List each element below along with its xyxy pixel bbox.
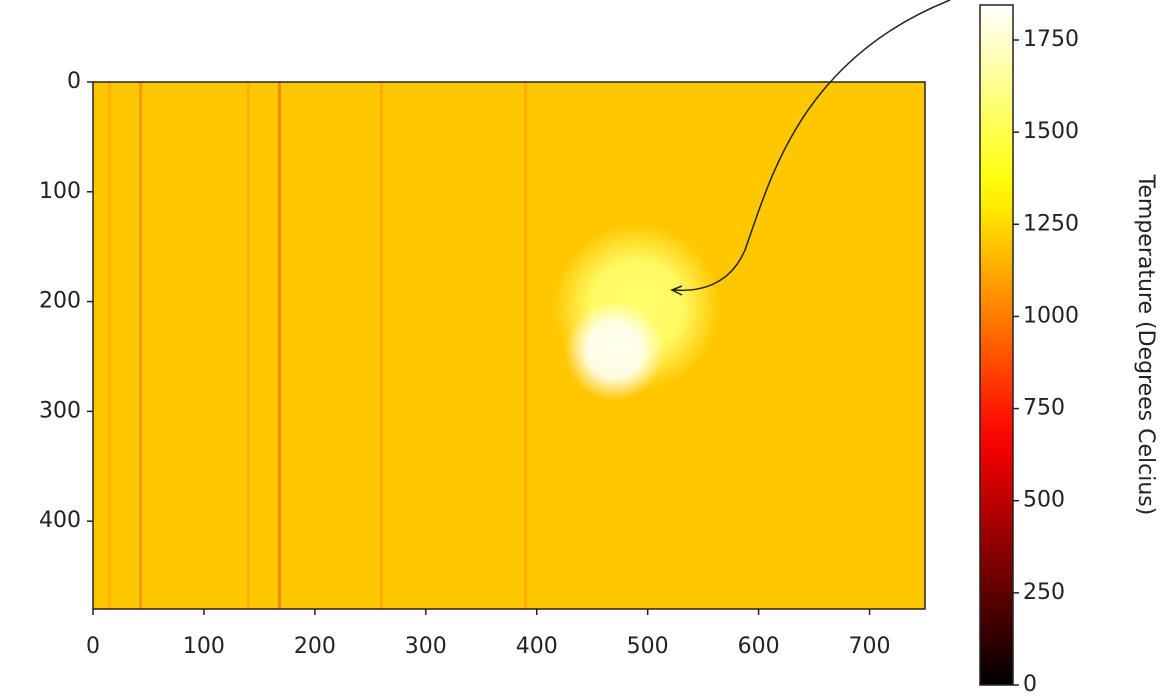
y-tick-label: 200 — [39, 289, 81, 314]
x-tick-label: 400 — [516, 634, 558, 659]
y-tick-label: 0 — [67, 69, 81, 94]
colorbar-tick-label: 1250 — [1023, 211, 1079, 236]
x-tick-label: 500 — [627, 634, 669, 659]
colorbar-tick-label: 1500 — [1023, 119, 1079, 144]
hot-spot — [564, 301, 665, 401]
colorbar-tick-label: 500 — [1023, 488, 1065, 513]
heatmap-stripe — [246, 82, 250, 609]
colorbar-label: Temperature (Degrees Celcius) — [1133, 174, 1158, 516]
colorbar-tick-label: 1000 — [1023, 303, 1079, 328]
y-tick-label: 400 — [39, 508, 81, 533]
arrow-head — [670, 285, 683, 296]
colorbar-tick-label: 1750 — [1023, 27, 1079, 52]
y-tick-label: 300 — [39, 398, 81, 423]
axes-frame — [92, 81, 926, 610]
heatmap-stripe — [139, 82, 143, 609]
x-tick-label: 700 — [849, 634, 891, 659]
heatmap-stripe — [277, 82, 281, 609]
x-tick-label: 300 — [405, 634, 447, 659]
x-tick-label: 0 — [86, 634, 100, 659]
colorbar-tick-label: 250 — [1023, 580, 1065, 605]
heatmap-stripe — [379, 82, 383, 609]
y-tick-label: 100 — [39, 179, 81, 204]
x-tick-label: 200 — [294, 634, 336, 659]
heatmap-stripe — [108, 82, 112, 609]
annotation-arrow — [673, 0, 951, 292]
colorbar-tick-label: 750 — [1023, 396, 1065, 421]
heatmap-background — [93, 82, 925, 609]
colorbar-tick-label: 0 — [1023, 672, 1037, 697]
x-tick-label: 600 — [738, 634, 780, 659]
heatmap-stripe — [524, 82, 528, 609]
x-tick-label: 100 — [183, 634, 225, 659]
plot-area — [93, 82, 925, 609]
colorbar — [979, 4, 1014, 686]
